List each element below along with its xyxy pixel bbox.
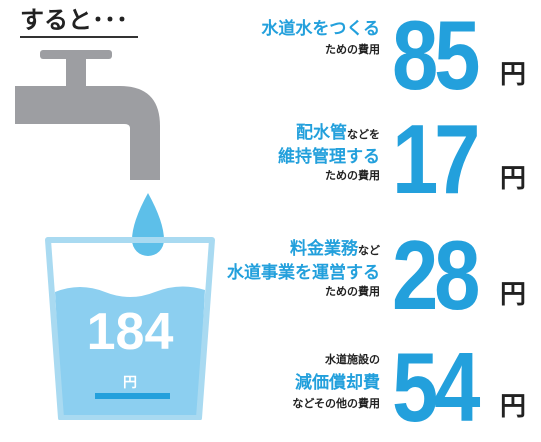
amount: 85 — [392, 0, 480, 110]
label-text: 水道水をつくる — [261, 19, 380, 39]
amount: 17 — [392, 104, 480, 214]
label-line: 減価償却費 — [295, 368, 380, 393]
faucet — [15, 50, 160, 180]
label-line: などその他の費用 — [292, 392, 380, 411]
label-text: 水道事業を運営する — [227, 263, 380, 283]
label-line: 配水管などを — [296, 118, 380, 143]
cup-amount: 184 — [86, 303, 174, 361]
label-text: ための費用 — [325, 43, 380, 56]
label-text: 配水管 — [296, 123, 347, 143]
amount: 54 — [392, 332, 480, 442]
label-line: ための費用 — [325, 280, 380, 299]
label-line: ための費用 — [325, 38, 380, 57]
cost-item: 水道水をつくるための費用 85 円 — [0, 0, 541, 110]
label-text: ための費用 — [325, 285, 380, 298]
label-line: 水道施設の — [325, 348, 380, 367]
cost-item: 料金業務など水道事業を運営するための費用 28 円 — [0, 220, 541, 330]
label-line: 維持管理する — [278, 142, 380, 167]
unit: 円 — [500, 164, 527, 194]
amount: 28 — [392, 220, 480, 330]
label-text: 維持管理する — [278, 147, 380, 167]
illustration — [15, 50, 215, 420]
label-text: などその他の費用 — [292, 397, 380, 410]
label-line: 水道水をつくる — [261, 14, 380, 39]
label-text: ための費用 — [325, 169, 380, 182]
cost-item: 水道施設の減価償却費などその他の費用 54 円 — [0, 332, 541, 442]
cup-unit: 円 — [123, 375, 137, 391]
header-title: すると･･･ — [20, 6, 128, 34]
label-line: 水道事業を運営する — [227, 258, 380, 283]
unit: 円 — [500, 60, 527, 90]
cost-item: 配水管などを維持管理するための費用 17 円 — [0, 104, 541, 214]
label-text: 水道施設の — [325, 353, 380, 366]
header-rule — [20, 36, 138, 38]
unit: 円 — [500, 280, 527, 310]
label-text: など — [358, 244, 380, 257]
label-text: 減価償却費 — [295, 373, 380, 393]
label-text: 料金業務 — [290, 239, 358, 259]
label-line: 料金業務など — [290, 234, 380, 259]
label-text: などを — [347, 128, 380, 141]
label-line: ための費用 — [325, 164, 380, 183]
unit: 円 — [500, 392, 527, 422]
water — [55, 286, 205, 416]
cup — [45, 237, 215, 420]
cup-bar — [95, 393, 170, 399]
